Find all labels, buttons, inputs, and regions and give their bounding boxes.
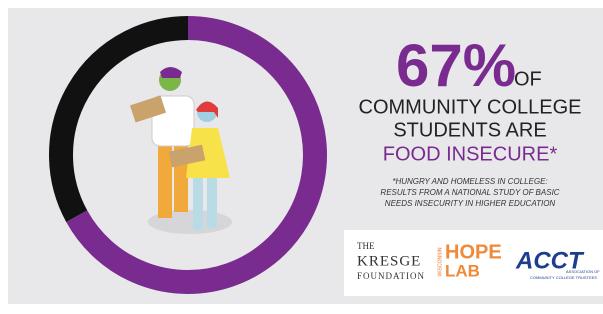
- infographic: 67% OF COMMUNITY COLLEGE STUDENTS ARE FO…: [0, 0, 603, 314]
- logo-text: ASSOCIATION OF: [566, 269, 600, 274]
- logo-text: LAB: [445, 261, 480, 280]
- logo-text: HOPE: [445, 241, 502, 263]
- logo-text: WISCONSIN: [437, 247, 443, 276]
- headline-text: STUDENTS ARE: [393, 119, 546, 141]
- logo-text: FOUNDATION: [357, 271, 425, 281]
- logo-text: COMMUNITY COLLEGE TRUSTEES: [530, 275, 597, 280]
- footnote: NEEDS INSECURITY IN HIGHER EDUCATION: [385, 199, 556, 208]
- headline-text: OF: [514, 68, 542, 90]
- logo-text: KRESGE: [357, 253, 421, 269]
- headline-text: FOOD INSECURE*: [383, 143, 558, 165]
- headline-text: COMMUNITY COLLEGE: [359, 96, 582, 118]
- footnote: RESULTS FROM A NATIONAL STUDY OF BASIC: [380, 188, 559, 197]
- footnote: *HUNGRY AND HOMELESS IN COLLEGE:: [392, 177, 547, 186]
- logo-text: THE: [357, 241, 375, 251]
- headline-value: 67%: [396, 32, 516, 99]
